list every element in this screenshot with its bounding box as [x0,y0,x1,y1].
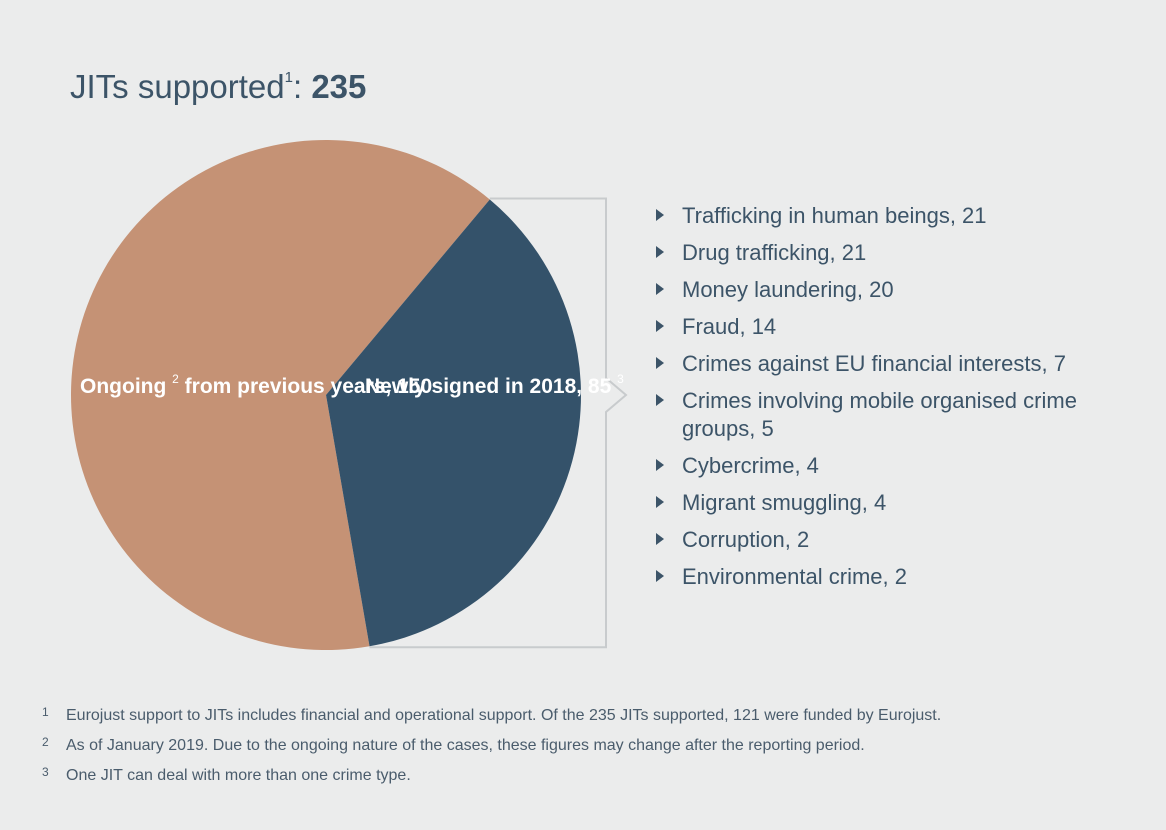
footnote-number: 3 [42,765,49,779]
footnote-number: 1 [42,705,49,719]
triangle-bullet-icon [656,246,664,258]
breakdown-bracket [369,197,628,649]
list-item: Fraud, 14 [654,313,1112,341]
slice-label-ongoing-rest: from previous years, 150 [178,375,433,398]
triangle-bullet-icon [656,459,664,471]
triangle-bullet-icon [656,394,664,406]
list-item-label: Fraud, 14 [682,314,777,339]
footnote: 3 One JIT can deal with more than one cri… [40,765,941,786]
slice-label-ongoing: Ongoing 2 from previous years, 150 [80,367,432,401]
triangle-bullet-icon [656,533,664,545]
list-item: Money laundering, 20 [654,276,1112,304]
slice-label-ongoing-text: Ongoing [80,375,167,398]
slice-label-ongoing-marker: 2 [172,372,179,386]
list-item-label: Migrant smuggling, 4 [682,490,887,515]
triangle-bullet-icon [656,496,664,508]
list-item-label: Drug trafficking, 21 [682,240,867,265]
triangle-bullet-icon [656,209,664,221]
slice-label-new-text: Newly signed in 2018, 85 [365,375,612,398]
list-item: Trafficking in human beings, 21 [654,202,1112,230]
list-item-label: Trafficking in human beings, 21 [682,203,987,228]
list-item: Crimes involving mobile organised crime … [654,387,1112,443]
title-text: JITs supported [70,68,285,105]
slice-label-new: Newly signed in 2018, 85 3 [365,367,624,401]
triangle-bullet-icon [656,320,664,332]
list-item: Environmental crime, 2 [654,563,1112,591]
triangle-bullet-icon [656,570,664,582]
footnote-text: As of January 2019. Due to the ongoing n… [66,737,865,754]
list-item-label: Crimes against EU financial interests, 7 [682,351,1066,376]
title-footnote-marker: 1 [284,69,293,86]
chart-title: JITs supported1: 235 [70,68,366,106]
footnote: 2 As of January 2019. Due to the ongoing … [40,735,941,756]
footnote-number: 2 [42,735,49,749]
list-item-label: Money laundering, 20 [682,277,894,302]
footnotes: 1 Eurojust support to JITs includes finan… [40,705,942,796]
list-item: Corruption, 2 [654,526,1112,554]
list-item: Migrant smuggling, 4 [654,489,1112,517]
footnote-text: Eurojust support to JITs includes financ… [66,707,942,724]
footnote-text: One JIT can deal with more than one crim… [66,767,411,784]
triangle-bullet-icon [656,283,664,295]
list-item-label: Crimes involving mobile organised crime … [682,388,1077,441]
list-item: Drug trafficking, 21 [654,239,1112,267]
title-separator: : [292,68,312,105]
list-item-label: Environmental crime, 2 [682,564,907,589]
footnote: 1 Eurojust support to JITs includes finan… [40,705,942,726]
slice-label-new-marker: 3 [617,372,624,386]
list-item-label: Cybercrime, 4 [682,453,819,478]
pie-slice-ongoing [70,139,490,650]
list-item: Crimes against EU financial interests, 7 [654,350,1112,378]
pie-slice-newly-signed [326,199,581,647]
list-item: Cybercrime, 4 [654,452,1112,480]
list-item-label: Corruption, 2 [682,527,810,552]
title-total: 235 [311,68,367,105]
crime-type-list: Trafficking in human beings, 21 Drug tra… [654,202,1112,600]
triangle-bullet-icon [656,357,664,369]
